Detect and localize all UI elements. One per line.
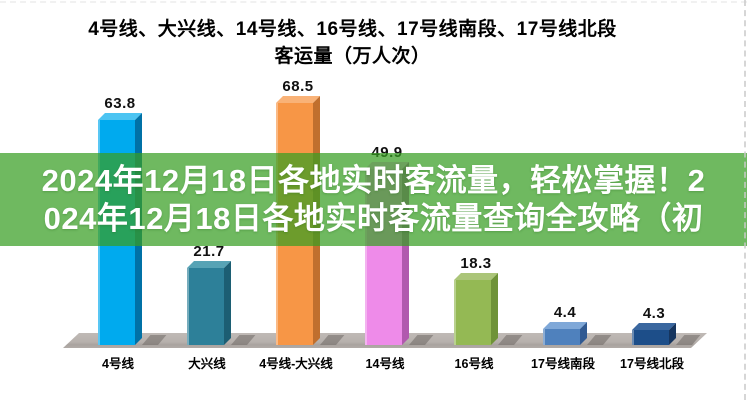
bar-4-side bbox=[491, 273, 498, 345]
bar-category-label: 4号线 bbox=[102, 357, 134, 371]
bar-value-label: 4.3 bbox=[642, 305, 666, 322]
chart-title-line1: 4号线、大兴线、14号线、16号线、17号线南段、17号线北段 bbox=[88, 19, 617, 40]
bar-6-front bbox=[632, 330, 669, 345]
bar-4-front bbox=[454, 280, 491, 345]
bar-6-side bbox=[669, 323, 676, 345]
bar-value-label: 68.5 bbox=[282, 78, 314, 95]
bar-5-side bbox=[580, 322, 587, 345]
bar-category-label: 大兴线 bbox=[188, 357, 226, 371]
bar-value-label: 63.8 bbox=[104, 95, 136, 112]
bar-3-side bbox=[402, 162, 409, 345]
bar-0-top bbox=[98, 113, 142, 120]
bar-value-label: 21.7 bbox=[193, 243, 225, 260]
bar-category-label: 17号线北段 bbox=[620, 357, 684, 371]
bar-category-label: 16号线 bbox=[454, 357, 494, 371]
chart-title: 4号线、大兴线、14号线、16号线、17号线南段、17号线北段 客运量（万人次） bbox=[0, 16, 705, 70]
bar-category-label: 14号线 bbox=[365, 357, 405, 371]
page-edge-top-dashed bbox=[0, 1, 747, 3]
bar-6-top bbox=[632, 323, 676, 330]
bar-1-top bbox=[187, 261, 231, 268]
chart-title-line2: 客运量（万人次） bbox=[274, 46, 431, 67]
bar-category-label: 4号线-大兴线 bbox=[259, 357, 333, 371]
overlay-banner: 2024年12月18日各地实时客流量，轻松掌握！2 024年12月18日各地实时… bbox=[0, 153, 747, 246]
bar-value-label: 18.3 bbox=[460, 255, 492, 272]
banner-title-line1: 2024年12月18日各地实时客流量，轻松掌握！2 bbox=[41, 162, 706, 198]
bar-4-top bbox=[454, 273, 498, 280]
bar-5-top bbox=[543, 322, 587, 329]
banner-title-line2: 024年12月18日各地实时客流量查询全攻略（初 bbox=[43, 200, 704, 236]
bar-1-side bbox=[224, 261, 231, 345]
bar-5-front bbox=[543, 329, 580, 345]
bar-value-label: 4.4 bbox=[553, 304, 577, 321]
bar-2-top bbox=[276, 96, 320, 103]
page-edge-right-dashed bbox=[744, 0, 746, 400]
bar-1-front bbox=[187, 268, 224, 345]
bar-category-label: 17号线南段 bbox=[531, 357, 595, 371]
